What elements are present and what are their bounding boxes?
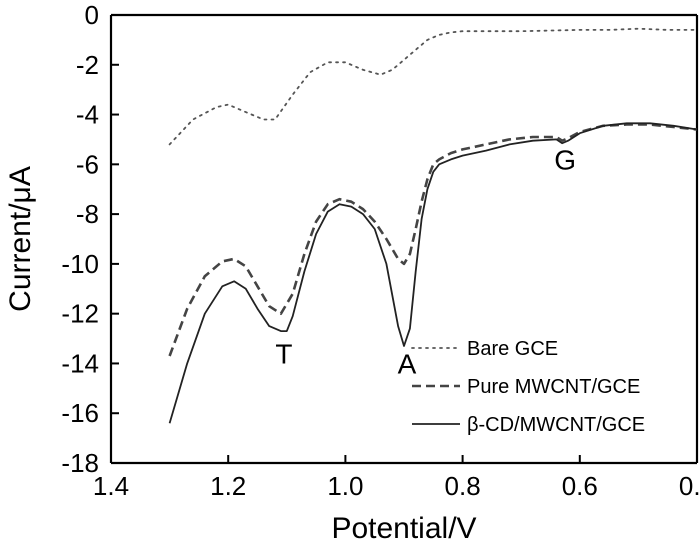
annotations: T A G [275,144,576,379]
y-tick-label: 0 [85,0,99,30]
y-ticks: 0 -2 -4 -6 -8 -10 -12 -14 -16 -18 [61,0,119,478]
y-tick-label: -14 [61,348,99,378]
x-tick-label: 1.2 [210,471,246,501]
y-tick-label: -6 [76,149,99,179]
x-tick-label: 0.8 [445,471,481,501]
legend: Bare GCE Pure MWCNT/GCE β-CD/MWCNT/GCE [411,338,645,436]
y-tick-label: -4 [76,100,99,130]
x-tick-label: 0.6 [562,471,598,501]
series-layer [168,27,698,424]
y-tick-label: -2 [76,50,99,80]
x-ticks: 1.4 1.2 1.0 0.8 0.6 0.4 [93,455,700,501]
x-tick-label: 1.4 [93,471,129,501]
x-tick-label: 0.4 [679,471,700,501]
legend-label: Bare GCE [467,338,558,360]
x-tick-label: 1.0 [327,471,363,501]
y-tick-label: -10 [61,249,99,279]
y-tick-label: -8 [76,199,99,229]
legend-label: β-CD/MWCNT/GCE [467,414,645,436]
peak-label: A [398,348,417,379]
series-line-1 [168,27,698,146]
y-tick-label: -18 [61,448,99,478]
plot-frame [109,13,699,465]
y-axis-title: Current/μA [4,166,37,312]
peak-label: T [275,338,292,369]
x-axis-title: Potential/V [331,512,476,545]
series-line-2 [168,123,698,357]
y-tick-label: -12 [61,299,99,329]
peak-label: G [554,144,576,175]
y-tick-label: -16 [61,398,99,428]
series-line-3 [168,122,698,424]
legend-label: Pure MWCNT/GCE [467,376,640,398]
